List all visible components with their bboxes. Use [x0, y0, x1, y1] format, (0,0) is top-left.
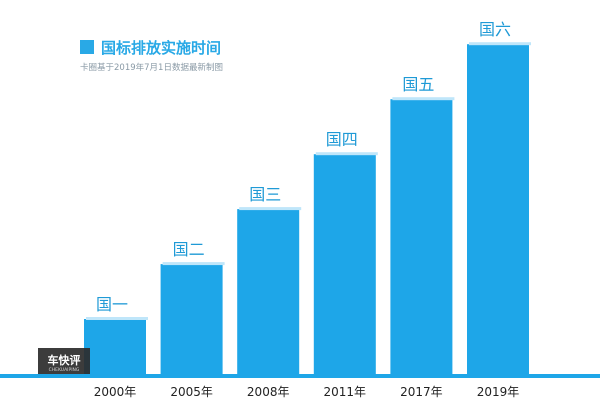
bar-label-1: 国一 [96, 295, 128, 314]
bar-3 [237, 209, 300, 374]
bar-top-highlight-1 [86, 317, 148, 320]
watermark-title: 车快评 [48, 353, 81, 367]
x-tick-label-2: 2005年 [170, 385, 213, 399]
x-tick-label-3: 2008年 [247, 385, 290, 399]
bars-group [84, 42, 531, 374]
bar-label-4: 国四 [326, 130, 358, 149]
bar-label-3: 国三 [249, 185, 281, 204]
bar-top-highlight-2 [162, 262, 225, 266]
x-tick-labels: 2000年 2005年 2008年 2011年 2017年 2019年 [94, 385, 520, 399]
legend: 国标排放实施时间 [80, 39, 221, 57]
bar-label-2: 国二 [173, 240, 205, 259]
x-tick-label-5: 2017年 [400, 385, 443, 399]
watermark-background [38, 348, 90, 374]
legend-label: 国标排放实施时间 [101, 39, 221, 57]
bar-4 [313, 154, 376, 374]
bar-top-highlight-4 [315, 152, 378, 156]
source-note: 卡圈基于2019年7月1日数据最新制图 [80, 62, 223, 73]
bar-top-highlight-3 [239, 207, 302, 211]
bar-top-highlight-6 [469, 42, 531, 46]
bar-6 [467, 44, 529, 374]
watermark-subtitle: CHEKUAIPING [49, 367, 80, 373]
bar-label-5: 国五 [402, 75, 434, 94]
bar-2 [160, 264, 223, 374]
x-tick-label-4: 2011年 [324, 385, 367, 399]
legend-swatch [80, 40, 94, 54]
watermark-badge: 车快评 CHEKUAIPING [38, 348, 90, 374]
x-tick-label-6: 2019年 [477, 385, 520, 399]
bar-5 [390, 99, 453, 374]
baseline [0, 374, 600, 378]
bar-labels-group: 国一 国二 国三 国四 国五 国六 [96, 20, 511, 314]
bar-top-highlight-5 [392, 97, 455, 101]
x-tick-label-1: 2000年 [94, 385, 137, 399]
bar-label-6: 国六 [479, 20, 511, 39]
bar-1 [84, 319, 146, 374]
